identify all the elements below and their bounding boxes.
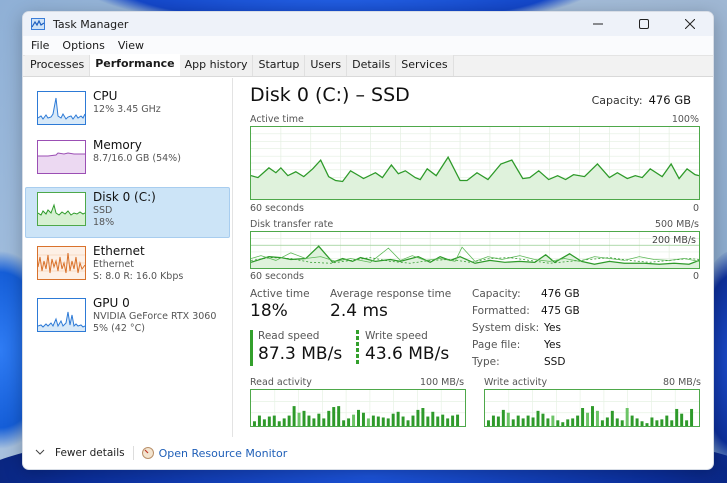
task-manager-window: Task Manager File Options View Processes…	[22, 11, 714, 470]
tab-performance[interactable]: Performance	[90, 54, 180, 76]
read-speed-label: Read speed	[258, 330, 320, 342]
active-time-graph	[250, 126, 700, 200]
avg-response-value: 2.4 ms	[330, 301, 388, 321]
ethernet-thumbnail-graph	[37, 246, 86, 280]
sidebar-item-cpu[interactable]: CPU 12% 3.45 GHz	[25, 86, 230, 135]
gpu-title: GPU 0	[93, 296, 130, 310]
menu-bar: File Options View	[23, 36, 713, 55]
active-time-graph-label: Active time	[250, 114, 304, 125]
chevron-down-icon	[35, 449, 45, 455]
gpu-thumbnail-graph	[37, 298, 86, 332]
tab-processes[interactable]: Processes	[25, 55, 91, 76]
cpu-thumbnail-graph	[37, 91, 86, 125]
task-manager-app-icon	[31, 18, 45, 30]
avg-response-label: Average response time	[330, 288, 452, 300]
maximize-icon	[639, 19, 649, 29]
prop-type-value: SSD	[544, 356, 566, 368]
sidebar-item-disk-0[interactable]: Disk 0 (C:) SSD 18%	[25, 187, 230, 238]
active-time-value: 18%	[250, 301, 288, 321]
footer-bar: Fewer details Open Resource Monitor	[23, 437, 713, 469]
gpu-usage: 5% (42 °C)	[93, 323, 145, 334]
capacity-header: Capacity: 476 GB	[592, 93, 691, 107]
active-time-label: Active time	[250, 288, 310, 300]
write-activity-graph	[484, 389, 700, 427]
minimize-icon	[593, 23, 603, 25]
write-speed-label: Write speed	[365, 330, 428, 342]
tab-services[interactable]: Services	[396, 55, 454, 76]
disk-thumbnail-graph	[37, 192, 86, 226]
tab-details[interactable]: Details	[347, 55, 397, 76]
resource-monitor-icon	[141, 447, 154, 459]
read-activity-label: Read activity	[250, 377, 312, 388]
prop-capacity-label: Capacity:	[472, 288, 521, 300]
gpu-model: NVIDIA GeForce RTX 3060	[93, 311, 217, 322]
read-speed-indicator	[250, 330, 253, 366]
tab-startup[interactable]: Startup	[253, 55, 306, 76]
window-title: Task Manager	[53, 17, 129, 31]
capacity-header-label: Capacity:	[591, 94, 643, 107]
ethernet-adapter: Ethernet	[93, 259, 134, 270]
tab-bar: Processes Performance App history Startu…	[23, 54, 713, 77]
active-time-graph-end: 0	[692, 203, 699, 214]
prop-system-disk-value: Yes	[544, 322, 561, 334]
ethernet-title: Ethernet	[93, 244, 145, 258]
cpu-usage: 12% 3.45 GHz	[93, 104, 161, 115]
prop-formatted-value: 475 GB	[541, 305, 580, 317]
title-bar[interactable]: Task Manager	[23, 12, 713, 36]
transfer-rate-graph-label: Disk transfer rate	[250, 219, 334, 230]
memory-thumbnail-graph	[37, 140, 86, 174]
transfer-rate-graph-end: 0	[692, 271, 699, 282]
capacity-header-value: 476 GB	[648, 93, 691, 107]
disk-title: Disk 0 (C:)	[93, 190, 156, 204]
close-icon	[685, 19, 695, 29]
read-speed-value: 87.3 MB/s	[258, 344, 343, 364]
fewer-details-button[interactable]: Fewer details	[55, 447, 125, 459]
write-speed-value: 43.6 MB/s	[365, 344, 450, 364]
menu-options[interactable]: Options	[62, 39, 105, 52]
transfer-rate-graph: 200 MB/s	[250, 231, 700, 269]
sidebar-item-gpu-0[interactable]: GPU 0 NVIDIA GeForce RTX 3060 5% (42 °C)	[25, 293, 230, 342]
ethernet-throughput: S: 8.0 R: 16.0 Kbps	[93, 271, 184, 282]
footer-divider	[132, 446, 134, 460]
write-speed-indicator	[356, 330, 359, 366]
cpu-title: CPU	[93, 89, 118, 103]
tab-app-history[interactable]: App history	[179, 55, 254, 76]
sidebar-item-ethernet[interactable]: Ethernet Ethernet S: 8.0 R: 16.0 Kbps	[25, 241, 230, 290]
disk-detail-panel: Disk 0 (C:) – SSD Capacity: 476 GB Active…	[233, 78, 713, 437]
disk-usage: 18%	[93, 217, 115, 228]
memory-usage: 8.7/16.0 GB (54%)	[93, 153, 181, 164]
close-button[interactable]	[667, 12, 713, 36]
read-activity-max: 100 MB/s	[420, 377, 465, 388]
transfer-rate-graph-max: 500 MB/s	[654, 219, 699, 230]
minimize-button[interactable]	[575, 12, 621, 36]
read-activity-graph	[250, 389, 466, 427]
prop-capacity-value: 476 GB	[541, 288, 580, 300]
menu-view[interactable]: View	[117, 39, 144, 52]
memory-title: Memory	[93, 138, 142, 152]
prop-page-file-label: Page file:	[472, 339, 521, 351]
prop-formatted-label: Formatted:	[472, 305, 530, 317]
disk-type: SSD	[93, 205, 113, 216]
active-time-graph-max: 100%	[671, 114, 699, 125]
sidebar-item-memory[interactable]: Memory 8.7/16.0 GB (54%)	[25, 135, 230, 184]
write-activity-max: 80 MB/s	[663, 377, 701, 388]
prop-type-label: Type:	[472, 356, 500, 368]
transfer-rate-inner-max: 200 MB/s	[651, 235, 696, 246]
page-title: Disk 0 (C:) – SSD	[250, 84, 410, 106]
prop-system-disk-label: System disk:	[472, 322, 540, 334]
prop-page-file-value: Yes	[544, 339, 561, 351]
resource-sidebar: CPU 12% 3.45 GHz Memory 8.7/16.0 GB (54%…	[23, 78, 233, 437]
fewer-details-toggle[interactable]	[35, 447, 45, 459]
write-activity-label: Write activity	[484, 377, 548, 388]
transfer-rate-graph-start: 60 seconds	[250, 271, 304, 282]
menu-file[interactable]: File	[31, 39, 50, 52]
open-resource-monitor-link[interactable]: Open Resource Monitor	[158, 446, 288, 460]
maximize-button[interactable]	[621, 12, 667, 36]
tab-users[interactable]: Users	[305, 55, 348, 76]
active-time-graph-start: 60 seconds	[250, 203, 304, 214]
